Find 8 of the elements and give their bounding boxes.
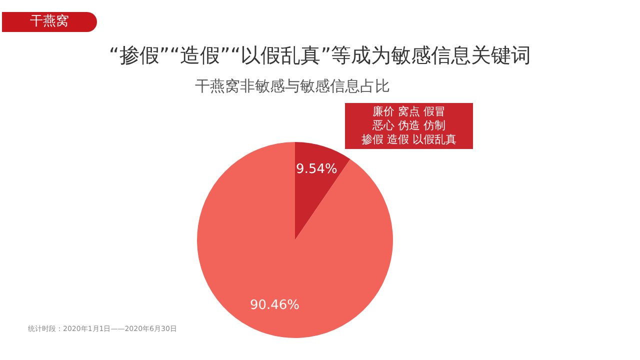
text: 掺假 造假 以假乱真	[360, 133, 458, 147]
text: 廉价 窝点 假冒	[372, 105, 446, 119]
data-label: 90.46%	[250, 298, 300, 313]
chart-subtitle: 干燕窝非敏感与敏感信息占比	[195, 77, 390, 96]
text: 干燕窝	[2, 12, 97, 32]
data-label: 9.54%	[296, 162, 338, 178]
chart-title: “掺假”“造假”“以假乱真”等成为敏感信息关键词	[108, 42, 532, 69]
text: 恶心 伪造 仿制	[372, 119, 446, 133]
